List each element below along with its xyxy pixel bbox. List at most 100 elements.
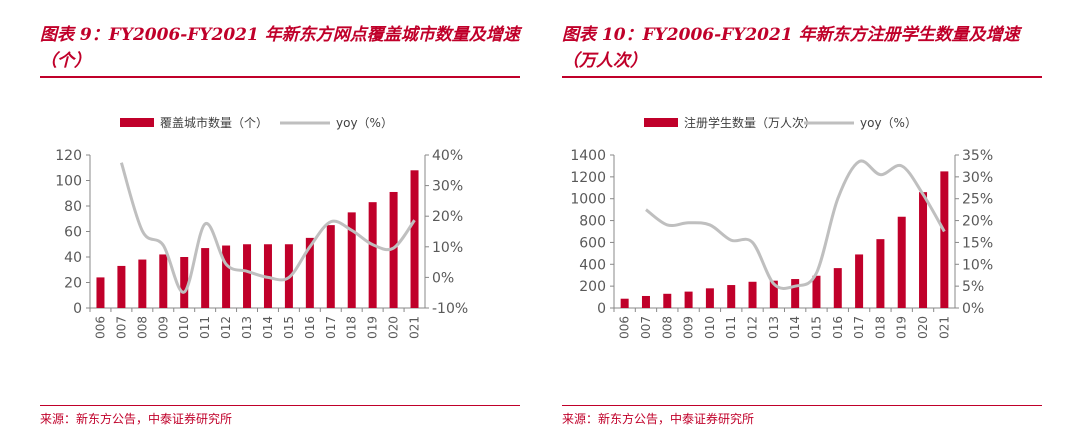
x-tick-label: FY2007 <box>114 316 128 340</box>
yoy-line <box>645 159 946 290</box>
x-tick-label: FY2019 <box>895 316 909 340</box>
bar-FY2017 <box>855 254 864 308</box>
source-note: 来源：新东方公告，中泰证券研究所 <box>40 412 233 426</box>
x-tick-label: FY2014 <box>261 316 275 340</box>
bar-FY2010 <box>180 257 189 308</box>
bar-FY2011 <box>727 285 736 308</box>
x-tick-label: FY2018 <box>345 316 359 340</box>
y2-tick-label: 10% <box>432 240 463 256</box>
bar-FY2010 <box>705 288 714 308</box>
y2-tick-label: 10% <box>962 257 993 273</box>
bar-FY2007 <box>117 265 126 308</box>
x-tick-label: FY2013 <box>240 316 254 340</box>
y2-tick-label: 15% <box>962 235 993 251</box>
x-tick-label: FY2017 <box>324 316 338 340</box>
bar-FY2008 <box>663 293 672 308</box>
bar-FY2008 <box>138 259 147 308</box>
legend-line-label: yoy（%） <box>336 116 393 130</box>
y-tick-label: 60 <box>64 225 82 241</box>
x-tick-label: FY2010 <box>177 316 191 340</box>
y-tick-label: 800 <box>579 214 606 230</box>
y-tick-label: 1200 <box>570 170 606 186</box>
yoy-line <box>119 162 416 294</box>
bar-FY2018 <box>347 212 356 308</box>
bar-FY2012 <box>748 281 757 308</box>
y2-tick-label: 0% <box>432 270 454 286</box>
x-tick-label: FY2016 <box>831 316 845 340</box>
x-tick-label: FY2021 <box>937 316 951 340</box>
y-tick-label: 200 <box>579 279 606 295</box>
x-tick-label: FY2011 <box>724 316 738 340</box>
x-tick-label: FY2015 <box>282 316 296 340</box>
chart-2: 注册学生数量（万人次） yoy（%） 0 200 400 600 800 1000 1200 14… <box>570 115 993 340</box>
x-tick-label: FY2021 <box>408 316 422 340</box>
bar-FY2020 <box>919 192 928 308</box>
y-tick-label: 20 <box>64 276 82 292</box>
x-tick-label: FY2020 <box>916 316 930 340</box>
bar-FY2006 <box>96 277 105 308</box>
y2-tick-label: 0% <box>962 301 984 317</box>
y-tick-label: 1000 <box>570 192 606 208</box>
bar-FY2019 <box>368 202 377 308</box>
x-tick-label: FY2016 <box>303 316 317 340</box>
chart-1: 覆盖城市数量（个） yoy（%） 0 20 40 60 80 100 120 -10% 0% 10% 2… <box>55 115 468 340</box>
bar-FY2020 <box>389 191 398 308</box>
x-tick-label: FY2010 <box>703 316 717 340</box>
divider <box>562 405 1042 406</box>
legend-line-label: yoy（%） <box>860 116 917 130</box>
x-tick-label: FY2011 <box>198 316 212 340</box>
divider <box>40 76 520 78</box>
bar-FY2011 <box>201 248 210 308</box>
y2-tick-label: 40% <box>432 148 463 164</box>
x-tick-label: FY2017 <box>852 316 866 340</box>
x-tick-label: FY2008 <box>135 316 149 340</box>
bar-FY2021 <box>410 170 419 308</box>
bar-FY2021 <box>940 171 949 308</box>
legend-bar-label: 覆盖城市数量（个） <box>160 115 268 130</box>
bar-FY2009 <box>684 291 693 308</box>
legend-bar-swatch <box>644 118 678 127</box>
x-tick-label: FY2019 <box>366 316 380 340</box>
x-tick-label: FY2006 <box>618 316 632 340</box>
bar-FY2009 <box>159 254 168 308</box>
y2-tick-label: 25% <box>962 192 993 208</box>
bar-FY2007 <box>641 295 650 308</box>
y2-tick-label: 30% <box>962 170 993 186</box>
x-tick-label: FY2020 <box>387 316 401 340</box>
y2-tick-label: 20% <box>432 209 463 225</box>
bar-FY2013 <box>243 244 252 308</box>
bar-FY2016 <box>833 268 842 308</box>
y2-tick-label: 30% <box>432 179 463 195</box>
x-tick-label: FY2008 <box>660 316 674 340</box>
bar-FY2006 <box>620 298 629 308</box>
y-tick-label: 1400 <box>570 148 606 164</box>
x-tick-label: FY2007 <box>639 316 653 340</box>
bar-FY2015 <box>812 275 821 308</box>
chart-title: 图表 10：FY2006-FY2021 年新东方注册学生数量及增速（万人次） <box>562 25 1020 71</box>
x-tick-label: FY2013 <box>767 316 781 340</box>
y-tick-label: 80 <box>64 199 82 215</box>
divider <box>40 405 520 406</box>
bar-FY2014 <box>791 279 800 308</box>
y2-tick-label: -10% <box>432 301 468 317</box>
legend-bar-swatch <box>120 118 154 127</box>
y-tick-label: 100 <box>55 174 82 190</box>
source-note: 来源：新东方公告，中泰证券研究所 <box>562 412 755 426</box>
x-tick-label: FY2009 <box>682 316 696 340</box>
y-tick-label: 120 <box>55 148 82 164</box>
x-tick-label: FY2014 <box>788 316 802 340</box>
legend-bar-label: 注册学生数量（万人次） <box>684 115 816 130</box>
x-tick-label: FY2018 <box>873 316 887 340</box>
divider <box>562 76 1042 78</box>
y-tick-label: 400 <box>579 257 606 273</box>
x-tick-label: FY2012 <box>746 316 760 340</box>
y-tick-label: 0 <box>73 301 82 317</box>
x-tick-label: FY2015 <box>809 316 823 340</box>
x-tick-label: FY2009 <box>156 316 170 340</box>
bar-FY2017 <box>326 225 335 308</box>
y-tick-label: 40 <box>64 250 82 266</box>
y-tick-label: 600 <box>579 235 606 251</box>
x-tick-label: FY2006 <box>93 316 107 340</box>
bar-FY2012 <box>222 245 231 308</box>
y2-tick-label: 20% <box>962 214 993 230</box>
